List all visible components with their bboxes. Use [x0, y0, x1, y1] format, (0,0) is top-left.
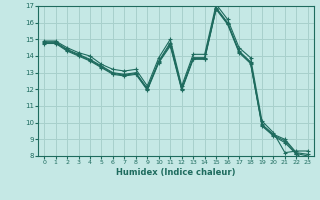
X-axis label: Humidex (Indice chaleur): Humidex (Indice chaleur)	[116, 168, 236, 177]
